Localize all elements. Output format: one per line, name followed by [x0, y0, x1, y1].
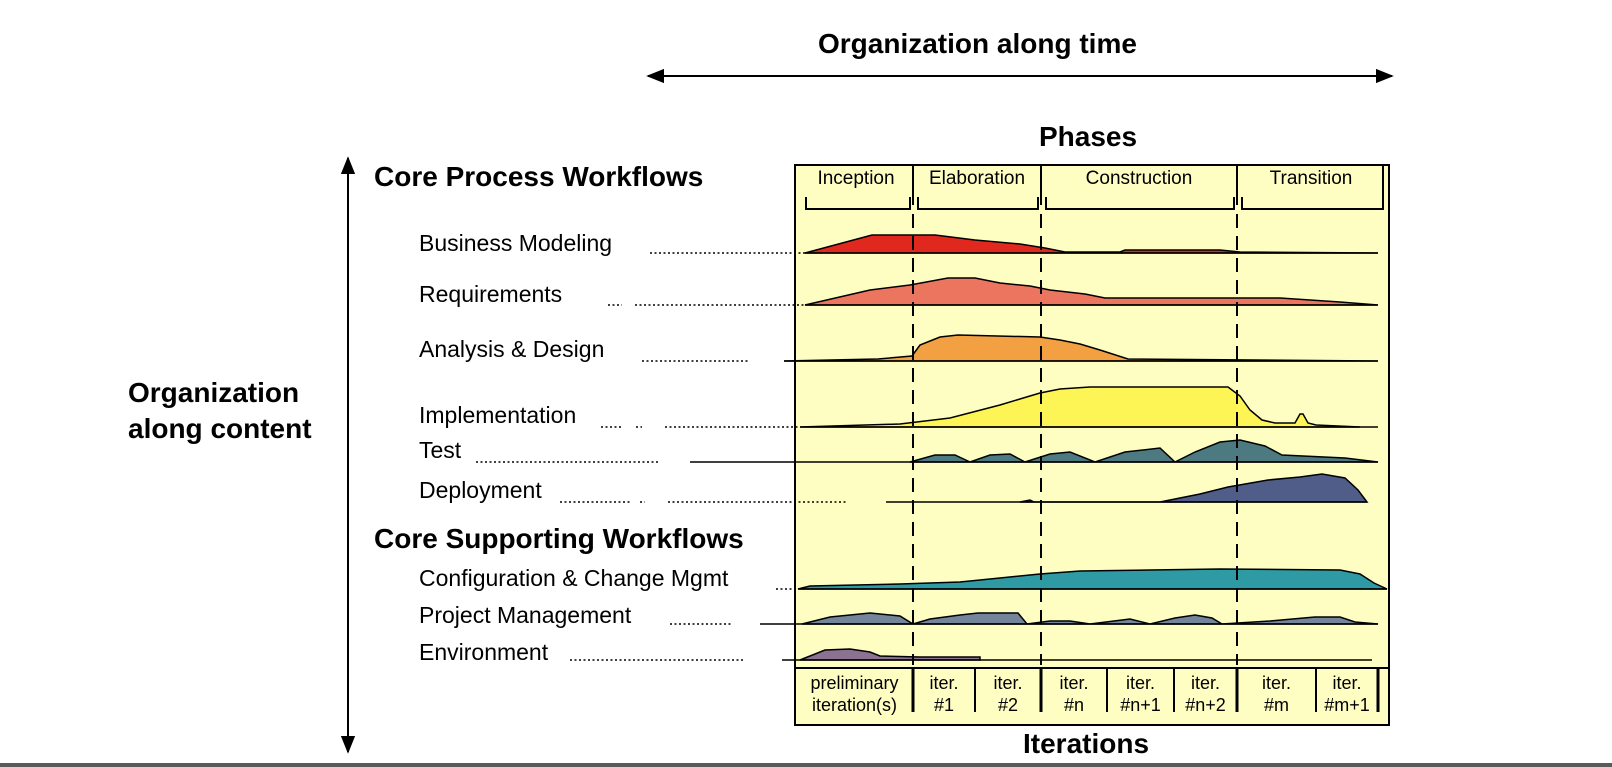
- iteration-label-line: iter.: [1332, 673, 1362, 693]
- hump-environment: [799, 648, 981, 661]
- phase-elaboration: Elaboration: [928, 168, 1026, 189]
- workflow-label-business-modeling: Business Modeling: [419, 230, 613, 256]
- workflow-label-test: Test: [419, 437, 462, 463]
- iteration-label-line: iter.: [1125, 673, 1155, 693]
- phase-bracket-inception: [805, 197, 911, 210]
- workflow-label-analysis-design: Analysis & Design: [419, 336, 605, 362]
- phase-bracket-construction: [1045, 197, 1235, 210]
- iteration-n-plus-2: iter. #n+2: [1175, 672, 1236, 716]
- phase-bracket-elaboration: [917, 197, 1039, 210]
- time-title: Organization along time: [818, 28, 1137, 59]
- iteration-2: iter. #2: [976, 672, 1040, 716]
- workflow-label-requirements: Requirements: [419, 281, 563, 307]
- iteration-1: iter. #1: [914, 672, 974, 716]
- workflow-label-deployment: Deployment: [419, 477, 542, 503]
- phase-dividers: [912, 214, 1238, 665]
- iteration-label-line: iter.: [1261, 673, 1291, 693]
- phase-inception: Inception: [817, 168, 895, 189]
- iteration-label-line: #2: [997, 695, 1019, 715]
- iteration-label-line: #m+1: [1324, 695, 1370, 715]
- workflow-label-implementation: Implementation: [419, 402, 577, 428]
- iteration-label-line: #n+2: [1185, 695, 1226, 715]
- bottom-divider: [0, 763, 1612, 767]
- iteration-n: iter. #n: [1042, 672, 1106, 716]
- workflow-label-config-change-mgmt: Configuration & Change Mgmt: [419, 565, 729, 591]
- iteration-label-line: iter.: [1059, 673, 1089, 693]
- chart-area: [794, 164, 1390, 726]
- iteration-m-plus-1: iter. #m+1: [1317, 672, 1377, 716]
- iteration-label-line: iter.: [929, 673, 959, 693]
- hump-business-modeling: [804, 234, 1379, 254]
- iteration-label-line: iter.: [1190, 673, 1220, 693]
- phase-construction: Construction: [1085, 168, 1193, 189]
- content-title: Organization along content: [128, 375, 312, 447]
- content-title-line-2: along content: [128, 413, 312, 444]
- phases-title: Phases: [1039, 121, 1138, 152]
- workflow-label-project-management: Project Management: [419, 602, 632, 628]
- hump-test: [909, 439, 1379, 463]
- iteration-label-line: #n+1: [1120, 695, 1161, 715]
- iteration-label-line: iteration(s): [811, 695, 898, 715]
- phase-transition: Transition: [1269, 168, 1353, 189]
- iteration-label-line: #1: [933, 695, 955, 715]
- content-title-line-1: Organization: [128, 377, 300, 408]
- leader-lines: [476, 252, 848, 661]
- hump-implementation: [799, 386, 1361, 428]
- iteration-label-line: iter.: [993, 673, 1023, 693]
- core-process-title: Core Process Workflows: [374, 161, 704, 192]
- iterations-title: Iterations: [1023, 728, 1150, 759]
- iteration-preliminary: preliminary iteration(s): [797, 672, 912, 716]
- iteration-dividers: [911, 668, 1380, 712]
- workflow-label-environment: Environment: [419, 639, 549, 665]
- iteration-label-line: #m: [1263, 695, 1289, 715]
- iteration-label-line: preliminary: [810, 673, 899, 693]
- hump-config-change-mgmt: [797, 568, 1388, 590]
- iteration-m: iter. #m: [1238, 672, 1315, 716]
- core-supporting-title: Core Supporting Workflows: [374, 523, 744, 554]
- iteration-n-plus-1: iter. #n+1: [1108, 672, 1173, 716]
- iteration-label-line: #n: [1063, 695, 1085, 715]
